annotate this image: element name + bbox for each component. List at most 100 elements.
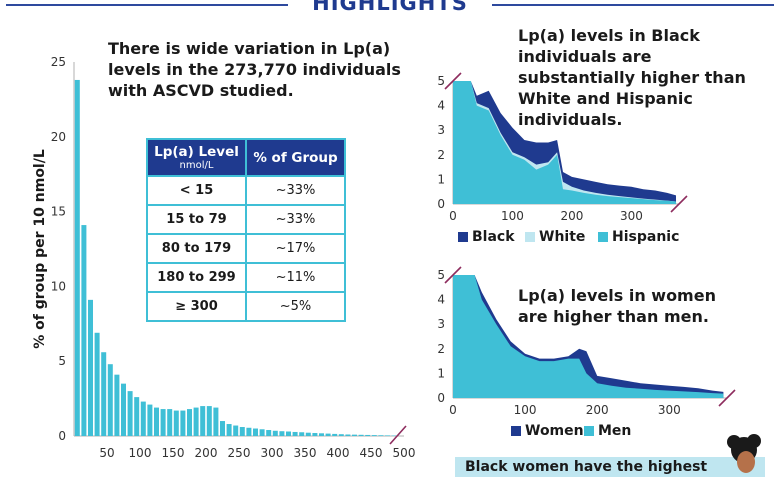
table-cell-pct: ~33% [246,205,345,234]
sex-chart-x-tick-label: 0 [449,403,457,417]
hist-bar [332,434,337,436]
table-header-row: Lp(a) Level nmol/L % of Group [147,139,345,176]
table-cell-pct: ~33% [246,176,345,205]
hist-bar [365,435,370,436]
hist-bar [95,333,100,436]
table-row: ≥ 300~5% [147,292,345,321]
hist-bar [147,405,152,436]
hist-bar [260,429,265,436]
hist-bar [207,406,212,436]
hist-bar [114,375,119,436]
race-chart-x-tick-label: 0 [449,209,457,223]
main-blurb: There is wide variation in Lp(a) levels … [108,38,408,101]
hist-y-tick-label: 5 [58,354,66,368]
table-row: < 15~33% [147,176,345,205]
hist-y-axis-label: % of group per 10 nmol/L [32,149,48,349]
col-level-title: Lp(a) Level [154,144,239,160]
hist-bar [167,409,172,436]
hist-bar [233,426,238,436]
hist-bar [306,433,311,436]
table-cell-level: ≥ 300 [147,292,246,321]
bottom-note: Black women have the highest [455,457,765,477]
hist-bar [187,409,192,436]
race-chart-legend-swatch-hispanic [598,232,608,242]
hist-bar [246,428,251,436]
hist-y-tick-label: 20 [51,130,66,144]
hist-bar [180,411,185,436]
hist-bar [227,424,232,436]
hist-bar [161,409,166,436]
table-cell-level: 80 to 179 [147,234,246,263]
hist-bar [101,352,106,436]
hist-bar [266,430,271,436]
sex-chart-y-tick-label: 2 [437,342,445,356]
race-chart-y-tick-label: 2 [437,148,445,162]
sex-chart-legend-swatch-women [511,426,521,436]
hist-bar [141,402,146,436]
hist-x-tick-label: 500 [393,446,416,460]
hist-bar [88,300,93,436]
hist-bar [220,421,225,436]
hist-x-tick-label: 350 [294,446,317,460]
hist-bar [194,408,199,436]
avatar-illustration-icon [722,432,772,482]
race-chart-y-tick-label: 1 [437,172,445,186]
hist-bar [253,429,258,436]
race-chart-x-tick-label: 200 [560,209,583,223]
hist-axis-break-mark [390,426,406,444]
hist-bar [134,397,139,436]
table-cell-pct: ~17% [246,234,345,263]
hist-bar [200,406,205,436]
race-chart-legend-label-hispanic: Hispanic [612,229,679,245]
hist-bar [293,432,298,436]
hist-bar [75,80,80,436]
sex-chart-y-tick-label: 1 [437,366,445,380]
race-chart-legend-label-black: Black [472,229,515,245]
hist-bar [279,431,284,436]
table-row: 15 to 79~33% [147,205,345,234]
table-cell-level: 180 to 299 [147,263,246,292]
sex-blurb: Lp(a) levels in women are higher than me… [518,285,748,327]
hist-bar [154,408,159,436]
col-pct-header: % of Group [246,139,345,176]
sex-chart-legend-swatch-men [584,426,594,436]
hist-bar [339,434,344,436]
table-cell-level: < 15 [147,176,246,205]
hist-x-tick-label: 300 [261,446,284,460]
sex-chart-x-tick-label: 300 [658,403,681,417]
hist-x-tick-label: 250 [228,446,251,460]
table-cell-pct: ~11% [246,263,345,292]
race-chart-legend-swatch-white [525,232,535,242]
hist-y-tick-label: 25 [51,55,66,69]
hist-bar [121,384,126,436]
hist-y-tick-label: 15 [51,205,66,219]
hist-bar [352,435,357,436]
hist-bar [378,435,383,436]
hist-x-tick-label: 50 [99,446,114,460]
hist-bar [286,432,291,436]
hist-bar [108,364,113,436]
sex-chart-y-tick-label: 5 [437,268,445,282]
hist-bar [81,225,86,436]
hist-bar [240,427,245,436]
race-chart-y-tick-label: 5 [437,74,445,88]
hist-x-tick-label: 150 [162,446,185,460]
hist-bar [319,433,324,436]
hist-bar [174,411,179,436]
hist-bar [312,433,317,436]
race-blurb: Lp(a) levels in Black individuals are su… [518,25,748,130]
table-cell-pct: ~5% [246,292,345,321]
hist-bar [372,435,377,436]
sex-chart-x-tick-label: 200 [586,403,609,417]
table-cell-level: 15 to 79 [147,205,246,234]
hist-bar [273,431,278,436]
race-chart-legend-swatch-black [458,232,468,242]
hist-bar [128,391,133,436]
race-chart-y-tick-label: 4 [437,99,445,113]
race-chart-y-tick-label: 3 [437,123,445,137]
col-level-unit: nmol/L [150,160,243,171]
sex-chart-legend-label-women: Women [525,423,584,439]
race-chart-x-tick-label: 300 [620,209,643,223]
hist-bar [326,434,331,436]
sex-chart-y-tick-label: 3 [437,317,445,331]
